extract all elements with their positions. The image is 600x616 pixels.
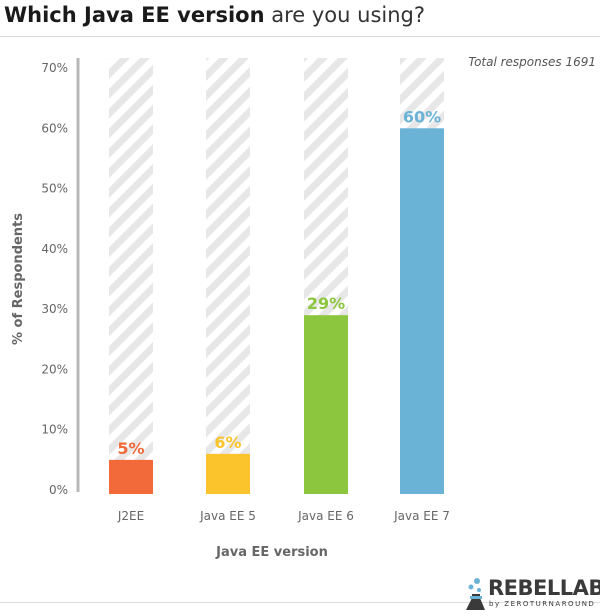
y-tick-label: 10%	[41, 423, 68, 437]
title-bold: Which Java EE version	[4, 3, 265, 27]
total-responses-note: Total responses 1691	[468, 55, 596, 69]
data-label: 60%	[403, 107, 441, 126]
footer-divider	[0, 602, 600, 603]
y-tick-label: 40%	[41, 242, 68, 256]
logo-brand: REBELLABS	[488, 576, 600, 600]
data-label: 5%	[117, 439, 144, 458]
bar	[206, 453, 250, 494]
plot-area: 0% 10% 20% 30% 40% 50% 60% 70% % of Respondents 5…	[11, 58, 450, 560]
data-label: 6%	[214, 433, 241, 452]
y-tick-label: 50%	[41, 182, 68, 196]
x-axis-title: Java EE version	[215, 545, 328, 560]
bar-chart: 0% 10% 20% 30% 40% 50% 60% 70% % of Respondents 5…	[11, 58, 450, 560]
x-tick-label: Java EE 7	[393, 509, 450, 523]
x-tick-label: Java EE 5	[199, 509, 256, 523]
rebellabs-logo: REBELLABS by ZEROTURNAROUND	[462, 574, 600, 614]
title-divider	[0, 36, 600, 37]
flask-icon	[466, 578, 485, 610]
y-axis-title: % of Respondents	[11, 213, 26, 345]
y-tick-label: 0%	[49, 483, 68, 497]
x-tick-label: J2EE	[117, 509, 144, 523]
y-tick-label: 70%	[41, 61, 68, 75]
x-tick-label: Java EE 6	[297, 509, 354, 523]
chart-title: Which Java EE version are you using?	[4, 2, 425, 28]
logo-tagline: by ZEROTURNAROUND	[489, 600, 596, 608]
bar	[109, 459, 153, 494]
title-light: are you using?	[271, 3, 426, 27]
bar-background	[109, 58, 153, 494]
bar	[304, 315, 348, 494]
y-tick-label: 30%	[41, 302, 68, 316]
bar	[400, 128, 444, 495]
y-tick-label: 60%	[41, 121, 68, 135]
y-tick-label: 20%	[41, 362, 68, 376]
bar-background	[206, 58, 250, 494]
data-label: 29%	[307, 294, 345, 313]
